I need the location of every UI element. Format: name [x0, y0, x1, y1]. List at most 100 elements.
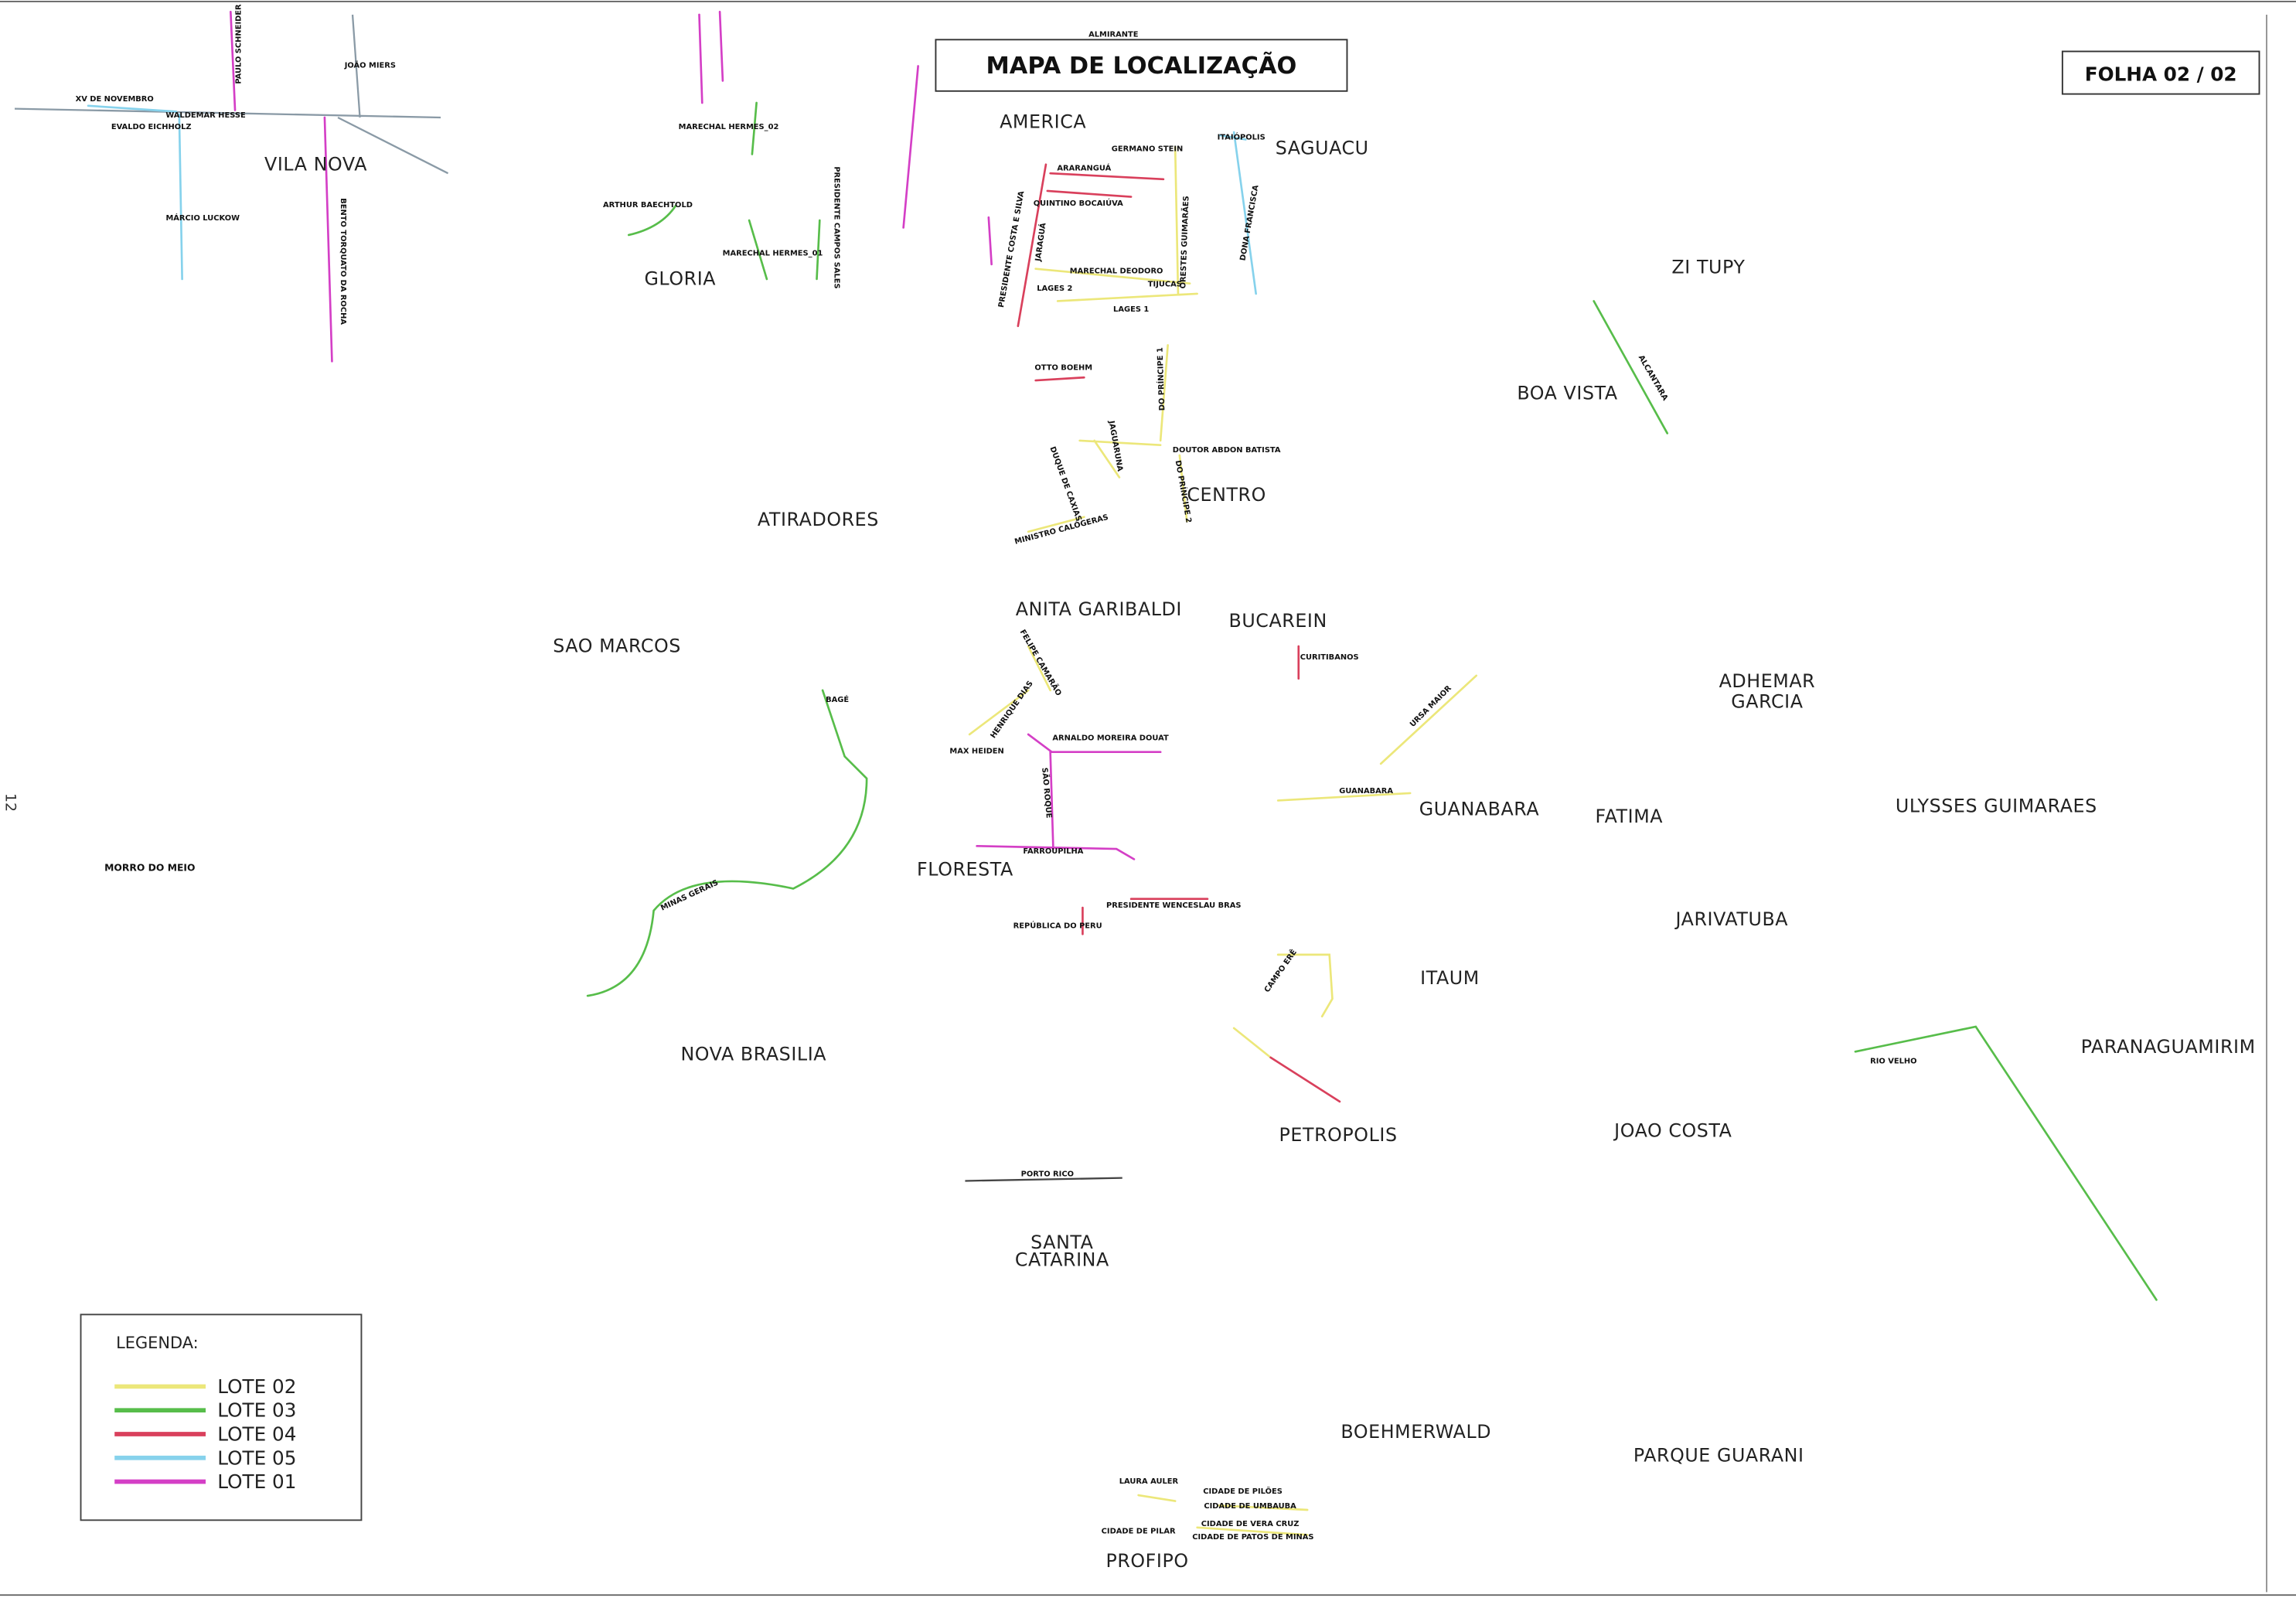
road — [1082, 898, 1209, 935]
neighborhood: GARCIA — [1731, 691, 1803, 713]
street-label: LAGES 1 — [1113, 305, 1149, 314]
street-label: REPÚBLICA DO PERU — [1013, 921, 1102, 931]
neighborhood: PARQUE GUARANI — [1633, 1444, 1804, 1466]
margin-number: 12 — [2, 793, 19, 812]
street-label: ARNALDO MOREIRA DOUAT — [1052, 734, 1169, 743]
street-label: BENTO TORQUATO DA ROCHA — [339, 198, 347, 325]
road — [1017, 163, 1165, 328]
neighborhood: PROFIPO — [1105, 1550, 1188, 1572]
neighborhoods: VILA NOVA GLORIA AMERICA SAGUACU ZI TUPY… — [104, 111, 2256, 1572]
neighborhood: GUANABARA — [1419, 798, 1540, 819]
road — [698, 10, 724, 104]
street-label: CIDADE DE VERA CRUZ — [1201, 1520, 1300, 1528]
street-label: JAGUARUNA — [1106, 420, 1124, 473]
neighborhood: JARIVATUBA — [1674, 908, 1789, 930]
neighborhood: SAO MARCOS — [553, 635, 681, 657]
legend-box — [80, 1313, 363, 1521]
neighborhood: SAGUACU — [1276, 137, 1369, 158]
neighborhood: VILA NOVA — [264, 153, 367, 175]
neighborhood: ULYSSES GUIMARAES — [1896, 796, 2097, 817]
road — [1034, 145, 1198, 302]
street-label: JOÃO MIERS — [344, 60, 396, 70]
neighborhood: CENTRO — [1187, 484, 1266, 506]
street-label: PRESIDENTE CAMPOS SALES — [832, 166, 840, 288]
street-label: GERMANO STEIN — [1112, 145, 1184, 154]
street-label: PAULO SCHNEIDER — [235, 4, 244, 84]
neighborhood: BUCAREIN — [1228, 610, 1327, 632]
street-label: PRESIDENTE WENCESLAU BRAS — [1106, 901, 1242, 910]
legend-label: LOTE 04 — [217, 1423, 296, 1446]
street-label: LAGES 2 — [1037, 285, 1072, 293]
road — [1218, 131, 1257, 295]
road — [1034, 376, 1085, 382]
neighborhood: CATARINA — [1015, 1249, 1109, 1271]
legend-label: LOTE 03 — [217, 1399, 296, 1422]
street-label: MARECHAL DEODORO — [1070, 267, 1163, 275]
street-labels: XV DE NOVEMBRO WALDEMAR HESSE EVALDO EIC… — [76, 4, 1917, 1542]
legend-label: LOTE 05 — [217, 1446, 296, 1469]
street-label: MARECHAL HERMES_02 — [679, 123, 779, 131]
road — [902, 65, 993, 266]
street-label: URSA MAIOR — [1409, 684, 1453, 729]
road — [627, 101, 821, 281]
road — [1593, 300, 1669, 434]
street-label: PRESIDENTE COSTA E SILVA — [997, 190, 1026, 308]
road — [1232, 953, 1334, 1059]
legend-label: LOTE 01 — [217, 1470, 296, 1493]
neighborhood: FLORESTA — [917, 858, 1013, 880]
sheet-box — [2061, 50, 2260, 95]
street-label: MINISTRO CALÓGERAS — [1013, 512, 1109, 547]
neighborhood: JOAO COSTA — [1613, 1119, 1732, 1141]
street-label: WALDEMAR HESSE — [165, 111, 246, 120]
title-box — [935, 39, 1348, 92]
road — [1276, 674, 1478, 802]
neighborhood: PARANAGUAMIRIM — [2081, 1036, 2256, 1058]
neighborhood: ATIRADORES — [758, 509, 879, 530]
street-label: MÁRCIO LUCKOW — [165, 213, 240, 223]
street-label: ARARANGUÁ — [1057, 162, 1111, 172]
map-title: MAPA DE LOCALIZAÇÃO — [986, 51, 1297, 80]
legend-label: LOTE 02 — [217, 1375, 296, 1398]
street-label: ORESTES GUIMARÃES — [1177, 196, 1191, 289]
street-label: CURITIBANOS — [1300, 653, 1359, 662]
street-label: ALCANTARA — [1637, 354, 1670, 403]
street-label: QUINTINO BOCAIÚVA — [1034, 198, 1123, 208]
street-label: CIDADE DE PILAR — [1102, 1527, 1176, 1535]
neighborhood: ITAUM — [1420, 967, 1480, 989]
street-label: PORTO RICO — [1021, 1170, 1074, 1179]
road — [230, 10, 333, 363]
street-label: MINAS GERAIS — [659, 878, 720, 912]
neighborhood: NOVA BRASILIA — [680, 1044, 826, 1065]
road — [976, 733, 1162, 860]
street-label: ARTHUR BAECHTOLD — [603, 201, 693, 210]
road — [968, 645, 1051, 736]
street-label: MAX HEIDEN — [949, 748, 1003, 756]
street-label: RIO VELHO — [1870, 1057, 1916, 1065]
neighborhood: ANITA GARIBALDI — [1016, 598, 1182, 620]
street-label: HENRIQUE DIAS — [989, 680, 1034, 740]
legend-title: LEGENDA: — [116, 1334, 199, 1352]
street-label: ALMIRANTE — [1088, 30, 1139, 39]
neighborhood: FATIMA — [1596, 806, 1664, 827]
street-label: GUANABARA — [1339, 787, 1393, 796]
street-label: CIDADE DE PILÕES — [1203, 1486, 1283, 1496]
road — [87, 104, 183, 281]
street-label: MARECHAL HERMES_01 — [723, 250, 823, 258]
neighborhood: MORRO DO MEIO — [104, 863, 195, 874]
street-label: CIDADE DE PATOS DE MINAS — [1192, 1533, 1313, 1542]
road — [1027, 344, 1188, 533]
neighborhood: ZI TUPY — [1671, 256, 1745, 278]
neighborhood: PETROPOLIS — [1279, 1124, 1398, 1146]
street-label: DOUTOR ABDON BATISTA — [1173, 446, 1281, 455]
neighborhood: BOEHMERWALD — [1340, 1421, 1491, 1443]
neighborhood: AMERICA — [1000, 111, 1086, 132]
road — [1137, 1494, 1309, 1536]
street-label: LAURA AULER — [1119, 1477, 1179, 1486]
street-label: EVALDO EICHHOLZ — [111, 123, 192, 131]
street-label: CIDADE DE UMBAUBA — [1204, 1502, 1296, 1511]
shape — [965, 1177, 1122, 1182]
